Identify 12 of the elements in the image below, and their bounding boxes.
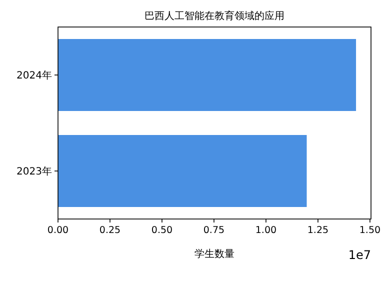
x-tick-label: 1.25: [307, 225, 329, 236]
text: 1e7: [348, 248, 371, 262]
y-tick-label: 2023年: [16, 166, 52, 178]
x-tick-label: 0.00: [47, 225, 69, 236]
x-tick-label: 0.25: [99, 225, 121, 236]
x-axis-title: 学生数量: [194, 248, 234, 260]
chart-title: 巴西人工智能在教育领域的应用: [144, 10, 284, 22]
y-tick-label: 2024年: [16, 70, 52, 82]
x-tick-label: 1.00: [255, 225, 277, 236]
x-tick-label: 1.50: [359, 225, 381, 236]
x-tick-label: 0.75: [203, 225, 225, 236]
x-tick-label: 0.50: [151, 225, 173, 236]
